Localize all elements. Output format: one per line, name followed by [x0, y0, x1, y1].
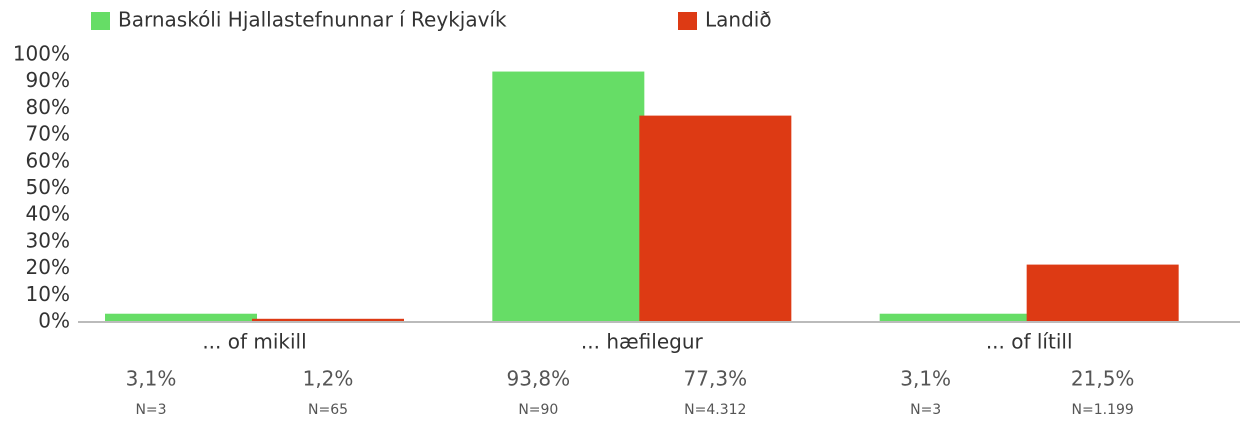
bar	[879, 313, 1032, 322]
n-label: N=4.312	[684, 402, 746, 418]
y-tick-label: 50%	[26, 175, 70, 199]
y-tick-label: 60%	[26, 148, 70, 172]
x-tick-label: ... of lítill	[986, 330, 1073, 354]
bar	[1026, 264, 1179, 322]
bar	[105, 313, 257, 322]
x-tick-label: ... hæfilegur	[581, 330, 704, 354]
bar	[639, 115, 792, 322]
bar	[252, 318, 404, 322]
y-tick-label: 70%	[26, 122, 70, 146]
legend-label: Landið	[705, 8, 772, 32]
n-label: N=65	[308, 402, 348, 418]
value-label: 3,1%	[900, 367, 951, 391]
bar	[492, 71, 645, 322]
value-label: 93,8%	[507, 367, 571, 391]
y-tick-label: 0%	[38, 309, 70, 333]
legend-label: Barnaskóli Hjallastefnunnar í Reykjavík	[118, 8, 507, 32]
n-label: N=3	[910, 402, 941, 418]
value-label: 3,1%	[126, 367, 177, 391]
value-label: 21,5%	[1071, 367, 1135, 391]
n-label: N=90	[518, 402, 558, 418]
y-tick-label: 40%	[26, 202, 70, 226]
y-tick-label: 80%	[26, 95, 70, 119]
y-tick-label: 10%	[26, 282, 70, 306]
y-tick-label: 100%	[13, 42, 70, 66]
legend-swatch	[91, 12, 110, 30]
y-tick-label: 90%	[26, 68, 70, 92]
x-tick-label: ... of mikill	[202, 330, 306, 354]
value-label: 77,3%	[684, 367, 748, 391]
legend-swatch	[678, 12, 697, 30]
n-label: N=3	[135, 402, 166, 418]
n-label: N=1.199	[1072, 402, 1134, 418]
y-tick-label: 30%	[26, 228, 70, 252]
value-label: 1,2%	[303, 367, 354, 391]
y-tick-label: 20%	[26, 255, 70, 279]
